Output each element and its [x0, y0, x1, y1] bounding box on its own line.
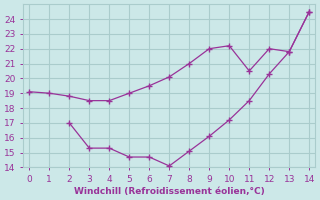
X-axis label: Windchill (Refroidissement éolien,°C): Windchill (Refroidissement éolien,°C) — [74, 187, 265, 196]
